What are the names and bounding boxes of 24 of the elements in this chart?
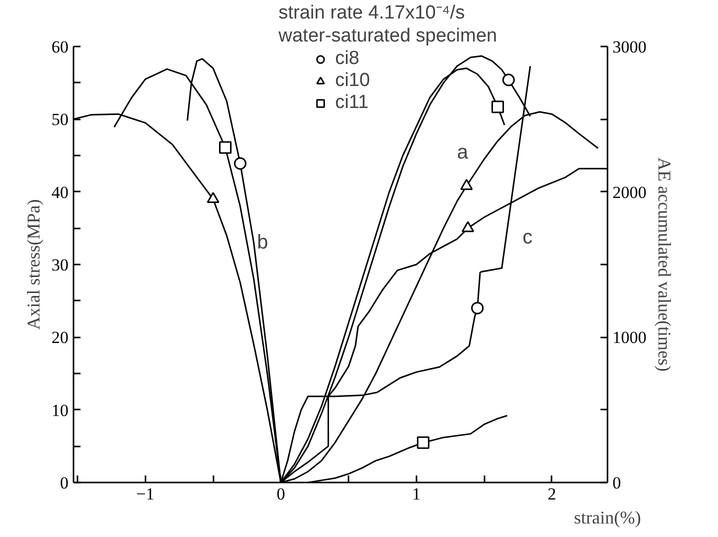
x-tick-label: 0 [276,484,286,504]
y-tick-label: 60 [52,38,68,56]
x-tick-label: 1 [412,484,421,504]
x-axis-title: strain(%) [574,508,641,528]
y2-tick-label: 3000 [612,38,646,56]
y-tick-label: 50 [52,110,68,130]
chart-title: strain rate 4.17x10⁻⁴/s [278,2,465,24]
annotation: b [256,232,268,254]
y-axis-title: Axial stress(MPa) [24,199,44,330]
annotation: a [456,142,469,164]
y2-tick-label: 2000 [612,182,646,202]
legend-label: ci8 [335,48,360,70]
y-tick-label: 40 [52,182,68,202]
chart-subtitle: water-saturated specimen [278,26,498,46]
legend-label: ci11 [335,92,369,114]
y-tick-label: 30 [52,256,68,274]
y-tick-label: 20 [52,328,68,348]
x-tick-label: 2 [548,484,556,504]
y2-tick-label: 1000 [612,328,646,348]
annotation: c [522,226,532,248]
legend-label: ci10 [335,70,370,92]
y2-axis-title: AE accumulated value(times) [654,158,674,372]
x-tick-label: −1 [136,484,154,504]
y-tick-label: 10 [52,400,68,420]
